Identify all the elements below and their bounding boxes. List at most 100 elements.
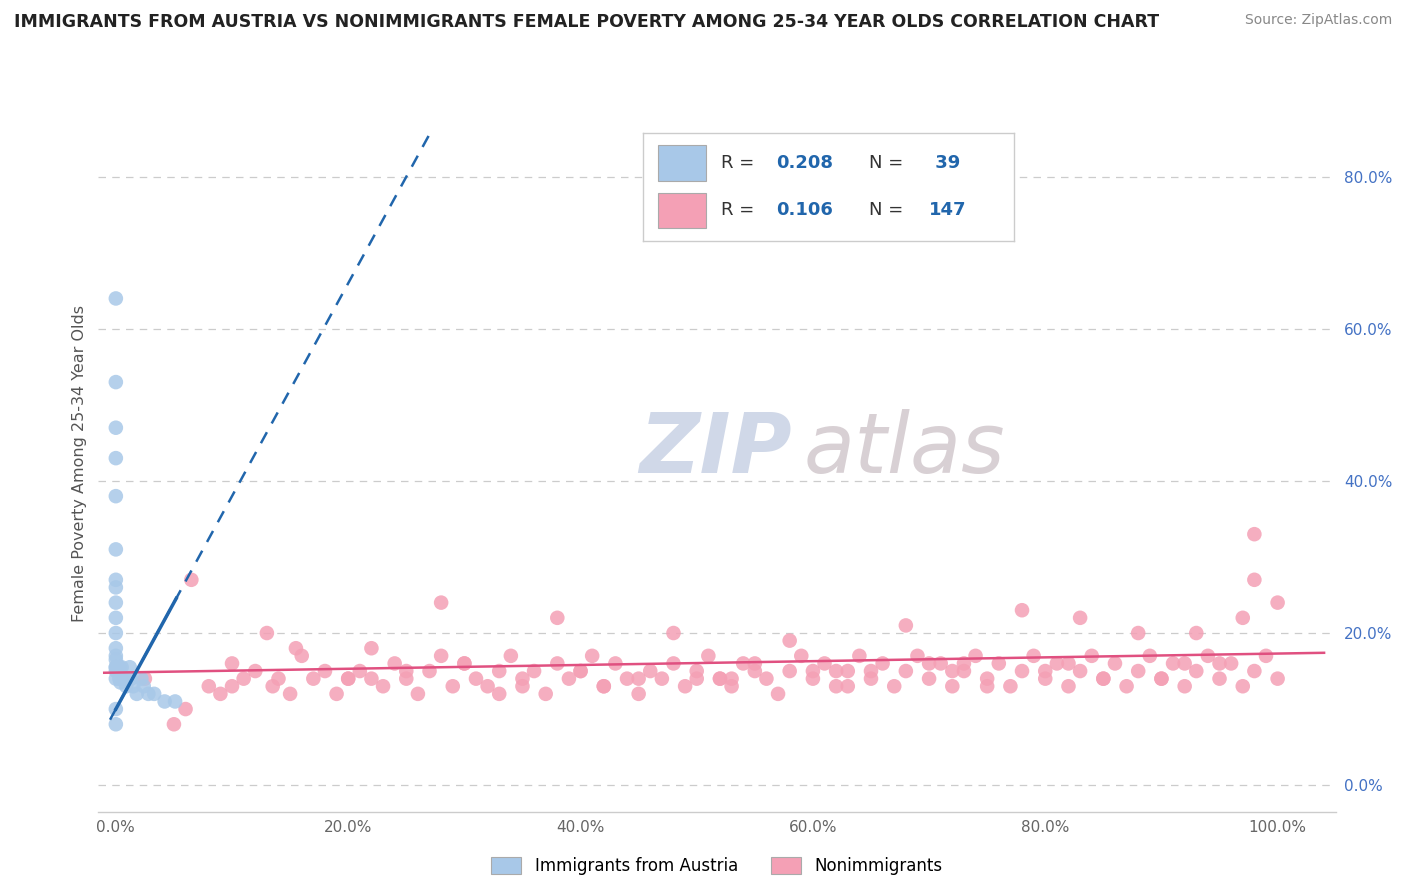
Point bbox=[1033, 672, 1056, 686]
Point bbox=[395, 664, 418, 678]
Point bbox=[165, 694, 187, 708]
Point bbox=[256, 626, 278, 640]
FancyBboxPatch shape bbox=[658, 193, 706, 228]
Point bbox=[477, 679, 499, 693]
Point bbox=[1208, 657, 1230, 671]
Point bbox=[104, 641, 127, 656]
Point bbox=[592, 679, 614, 693]
Text: 0.208: 0.208 bbox=[776, 154, 834, 172]
Point bbox=[110, 668, 132, 682]
Point bbox=[605, 657, 627, 671]
Point bbox=[1104, 657, 1126, 671]
Point bbox=[651, 672, 673, 686]
Point bbox=[801, 664, 824, 678]
Point bbox=[314, 664, 336, 678]
Point bbox=[441, 679, 464, 693]
Point bbox=[929, 657, 952, 671]
Point bbox=[546, 611, 568, 625]
Point bbox=[245, 664, 267, 678]
Point bbox=[894, 618, 917, 632]
Point bbox=[104, 581, 127, 595]
Point bbox=[132, 679, 155, 693]
Point bbox=[1069, 611, 1091, 625]
Point bbox=[1254, 648, 1277, 663]
Point bbox=[976, 679, 998, 693]
Point bbox=[779, 633, 801, 648]
Point bbox=[1267, 672, 1289, 686]
Point bbox=[1092, 672, 1115, 686]
Point bbox=[546, 657, 568, 671]
Point bbox=[488, 664, 510, 678]
Point bbox=[104, 660, 127, 674]
Text: N =: N = bbox=[869, 202, 910, 219]
Point bbox=[1080, 648, 1102, 663]
Point bbox=[581, 648, 603, 663]
Point bbox=[779, 664, 801, 678]
Point bbox=[337, 672, 360, 686]
Point bbox=[325, 687, 347, 701]
Point bbox=[1057, 679, 1080, 693]
Point bbox=[1115, 679, 1137, 693]
Point bbox=[813, 657, 835, 671]
Point bbox=[859, 672, 882, 686]
Point bbox=[638, 664, 661, 678]
Point bbox=[1267, 596, 1289, 610]
Point bbox=[801, 672, 824, 686]
Point bbox=[278, 687, 301, 701]
Point bbox=[1208, 672, 1230, 686]
Point bbox=[1011, 664, 1033, 678]
Point bbox=[662, 657, 685, 671]
Point bbox=[111, 672, 134, 686]
Point bbox=[453, 657, 475, 671]
Point bbox=[360, 672, 382, 686]
Point bbox=[1022, 648, 1045, 663]
Point bbox=[1128, 664, 1150, 678]
Point bbox=[1185, 626, 1208, 640]
Point bbox=[534, 687, 557, 701]
Point bbox=[1174, 657, 1197, 671]
Point bbox=[627, 672, 650, 686]
Point bbox=[744, 664, 766, 678]
Point bbox=[104, 653, 127, 667]
Legend: Immigrants from Austria, Nonimmigrants: Immigrants from Austria, Nonimmigrants bbox=[484, 848, 950, 883]
Text: Source: ZipAtlas.com: Source: ZipAtlas.com bbox=[1244, 13, 1392, 28]
Point bbox=[114, 672, 136, 686]
Point bbox=[1232, 611, 1254, 625]
Point bbox=[104, 489, 127, 503]
Point bbox=[104, 626, 127, 640]
Point bbox=[209, 687, 232, 701]
Text: 39: 39 bbox=[928, 154, 960, 172]
Point bbox=[453, 657, 475, 671]
Point bbox=[104, 717, 127, 731]
Point bbox=[418, 664, 440, 678]
Point bbox=[104, 573, 127, 587]
Point bbox=[104, 451, 127, 466]
Point bbox=[371, 679, 394, 693]
Text: 147: 147 bbox=[928, 202, 966, 219]
Point bbox=[1069, 664, 1091, 678]
Text: 0.106: 0.106 bbox=[776, 202, 834, 219]
Point bbox=[1174, 679, 1197, 693]
Point bbox=[709, 672, 731, 686]
Text: atlas: atlas bbox=[804, 409, 1005, 491]
Point bbox=[965, 648, 987, 663]
Point bbox=[108, 660, 131, 674]
Point bbox=[232, 672, 254, 686]
Point bbox=[110, 675, 132, 690]
Point bbox=[1220, 657, 1243, 671]
Point bbox=[1243, 573, 1265, 587]
Point bbox=[883, 679, 905, 693]
Point bbox=[122, 679, 145, 693]
Point bbox=[837, 664, 859, 678]
Point bbox=[848, 648, 870, 663]
Point bbox=[465, 672, 488, 686]
Y-axis label: Female Poverty Among 25-34 Year Olds: Female Poverty Among 25-34 Year Olds bbox=[72, 305, 87, 623]
Point bbox=[349, 664, 371, 678]
Point bbox=[104, 648, 127, 663]
Point bbox=[125, 687, 148, 701]
Point bbox=[406, 687, 429, 701]
Point bbox=[569, 664, 592, 678]
Point bbox=[720, 679, 742, 693]
Point bbox=[337, 672, 360, 686]
Point bbox=[686, 672, 709, 686]
